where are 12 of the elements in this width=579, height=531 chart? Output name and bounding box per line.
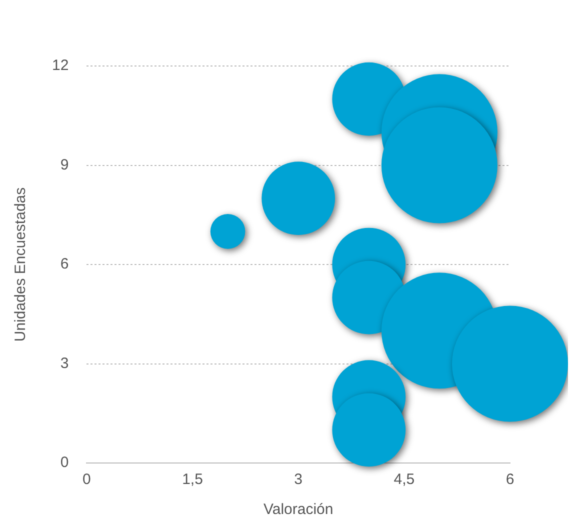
y-tick-label: 9: [60, 156, 69, 174]
x-tick-label: 3: [294, 471, 303, 488]
x-tick-label: 4,5: [394, 471, 415, 488]
x-tick-label: 6: [506, 471, 514, 488]
y-tick-label: 6: [60, 256, 69, 273]
y-axis-title: Unidades Encuestadas: [12, 187, 30, 342]
y-tick-label: 12: [52, 57, 69, 74]
x-axis-title: Valoración: [263, 501, 334, 518]
x-tick-label: 0: [82, 471, 91, 488]
y-tick-label: 3: [60, 354, 69, 372]
x-tick-label: 1,5: [182, 471, 203, 488]
y-tick-label: 0: [60, 454, 69, 472]
